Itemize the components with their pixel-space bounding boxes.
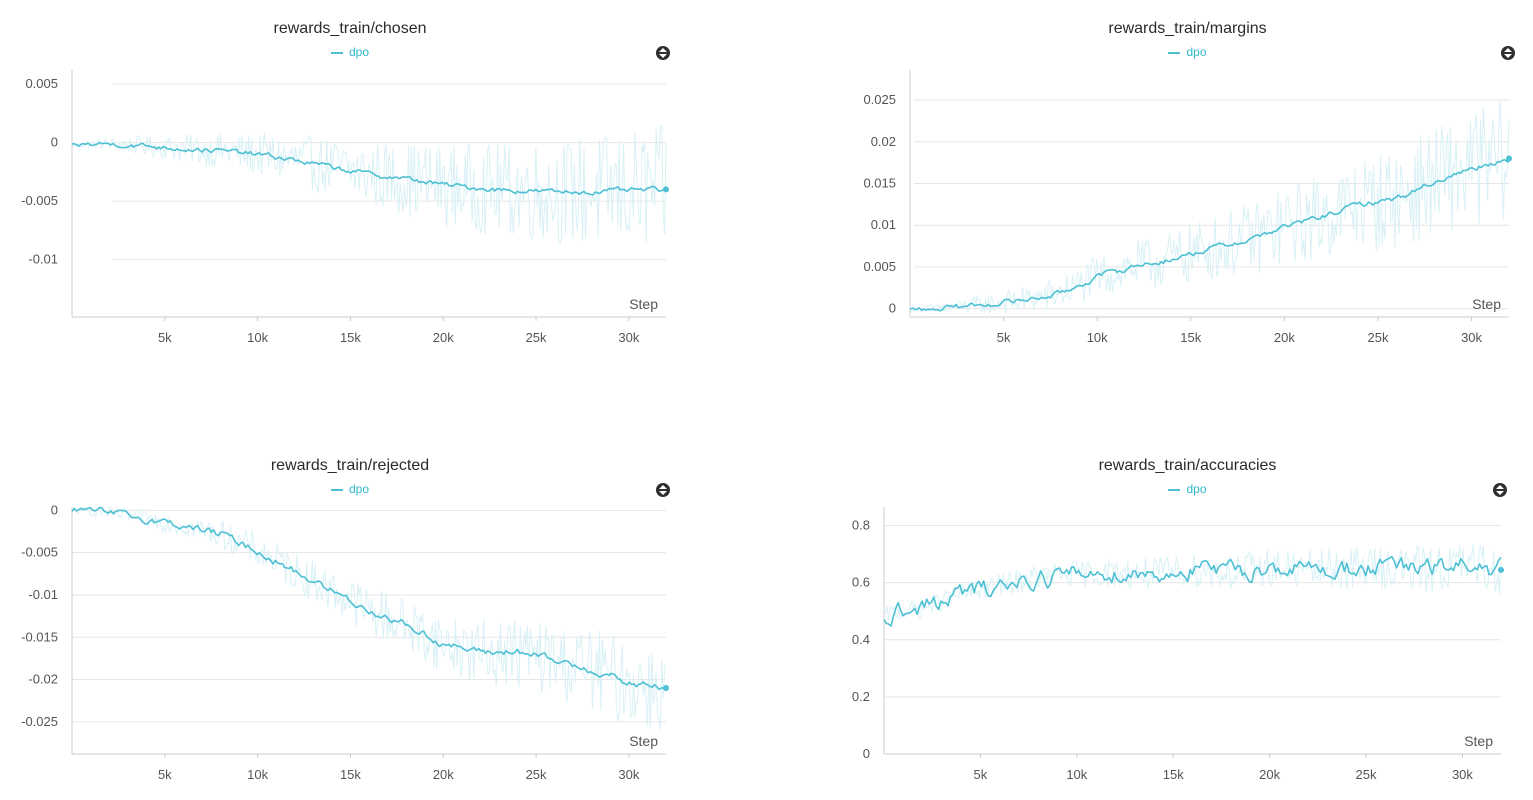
x-tick-label: 30k xyxy=(618,330,639,345)
y-tick-label: 0.01 xyxy=(871,217,896,232)
chart-plot[interactable]: 0.005 0 -0.005 -0.01 5k 10k 15k 20k 25k 30k Step xyxy=(0,0,700,360)
series-raw-line xyxy=(71,125,667,246)
y-tick-label: -0.02 xyxy=(28,672,58,687)
chart-plot[interactable]: 0.8 0.6 0.4 0.2 0 5k 10k 15k 20k 25k 30k Step xyxy=(842,437,1533,800)
chart-title: rewards_train/chosen xyxy=(273,20,427,37)
series-line-dpo[interactable] xyxy=(883,555,1502,627)
chart-legend[interactable]: dpo xyxy=(0,45,700,59)
x-tick-label: 15k xyxy=(1163,767,1184,782)
x-axis-label: Step xyxy=(1464,733,1493,749)
x-tick-label: 10k xyxy=(1087,330,1108,345)
x-tick-label: 5k xyxy=(997,330,1011,345)
series-line-dpo[interactable] xyxy=(909,158,1510,312)
x-tick-label: 15k xyxy=(1180,330,1201,345)
chart-plot[interactable]: 0.025 0.02 0.015 0.01 0.005 0 5k 10k 15k 20k 25k 30… xyxy=(842,0,1533,360)
x-tick-label: 20k xyxy=(1274,330,1295,345)
y-tick-label: 0.015 xyxy=(863,175,896,190)
y-tick-label: 0 xyxy=(51,502,58,517)
y-tick-label: -0.025 xyxy=(21,714,58,729)
chart-plot[interactable]: 0 -0.005 -0.01 -0.015 -0.02 -0.025 5k 10k 15k 20k… xyxy=(0,437,700,800)
y-tick-label: 0.4 xyxy=(852,632,870,647)
x-tick-label: 25k xyxy=(1356,767,1377,782)
x-tick-label: 25k xyxy=(526,767,547,782)
chart-legend[interactable]: dpo xyxy=(842,482,1533,496)
y-tick-label: -0.01 xyxy=(28,587,58,602)
y-tick-label: 0.2 xyxy=(852,689,870,704)
x-tick-label: 10k xyxy=(1066,767,1087,782)
y-tick-label: 0.025 xyxy=(863,92,896,107)
series-end-point[interactable] xyxy=(1498,566,1504,573)
x-tick-label: 20k xyxy=(433,767,454,782)
y-tick-label: -0.005 xyxy=(21,193,58,208)
legend-swatch xyxy=(330,488,343,491)
sort-menu-icon[interactable] xyxy=(1493,483,1507,497)
legend-label: dpo xyxy=(1186,45,1207,59)
y-tick-label: 0.8 xyxy=(852,518,870,533)
x-axis-label: Step xyxy=(629,296,658,312)
y-tick-label: 0.02 xyxy=(871,134,896,149)
x-tick-label: 30k xyxy=(1452,767,1473,782)
legend-swatch xyxy=(1168,488,1181,491)
series-line-dpo[interactable] xyxy=(71,506,667,691)
x-tick-label: 25k xyxy=(526,330,547,345)
chart-title: rewards_train/margins xyxy=(1108,20,1267,37)
x-tick-label: 30k xyxy=(618,767,639,782)
sort-menu-icon[interactable] xyxy=(656,46,670,60)
sort-menu-icon[interactable] xyxy=(656,483,670,497)
chart-title: rewards_train/accuracies xyxy=(1098,457,1277,474)
series-end-point[interactable] xyxy=(663,186,669,193)
y-tick-label: 0 xyxy=(863,746,870,761)
x-tick-label: 5k xyxy=(158,330,172,345)
sort-menu-icon[interactable] xyxy=(1501,46,1515,60)
legend-label: dpo xyxy=(1186,482,1207,496)
series-end-point[interactable] xyxy=(1506,155,1512,162)
x-tick-label: 5k xyxy=(158,767,172,782)
chart-legend[interactable]: dpo xyxy=(0,482,700,496)
y-tick-label: 0.005 xyxy=(863,259,896,274)
x-tick-label: 5k xyxy=(974,767,988,782)
series-raw-line xyxy=(909,99,1510,315)
x-tick-label: 15k xyxy=(340,330,361,345)
chart-panel-chosen: rewards_train/chosen dpo 0.005 0 -0.005 -0.… xyxy=(0,0,700,360)
x-tick-label: 20k xyxy=(433,330,454,345)
y-tick-label: 0 xyxy=(889,301,896,316)
chart-panel-rejected: rewards_train/rejected dpo 0 -0.005 -0.01 -… xyxy=(0,437,700,800)
chart-panel-accuracies: rewards_train/accuracies dpo 0.8 0.6 0.4 0.… xyxy=(842,437,1533,800)
x-tick-label: 15k xyxy=(340,767,361,782)
x-axis-label: Step xyxy=(1472,296,1501,312)
series-end-point[interactable] xyxy=(663,685,669,692)
y-tick-label: 0 xyxy=(51,135,58,150)
chart-panel-margins: rewards_train/margins dpo 0.025 0.02 0.015… xyxy=(842,0,1533,360)
legend-label: dpo xyxy=(348,45,370,59)
x-axis-label: Step xyxy=(629,733,658,749)
x-tick-label: 20k xyxy=(1259,767,1280,782)
y-tick-label: 0.6 xyxy=(852,575,870,590)
chart-title: rewards_train/rejected xyxy=(270,457,430,474)
legend-swatch xyxy=(1168,51,1181,54)
y-tick-label: -0.01 xyxy=(28,252,58,267)
x-tick-label: 30k xyxy=(1461,330,1482,345)
legend-swatch xyxy=(330,51,343,54)
x-tick-label: 10k xyxy=(247,330,268,345)
legend-label: dpo xyxy=(348,482,370,496)
y-tick-label: -0.015 xyxy=(21,629,58,644)
y-tick-label: -0.005 xyxy=(21,545,58,560)
x-tick-label: 25k xyxy=(1367,330,1388,345)
chart-legend[interactable]: dpo xyxy=(842,45,1533,59)
y-tick-label: 0.005 xyxy=(25,76,58,91)
series-line-dpo[interactable] xyxy=(71,141,667,196)
x-tick-label: 10k xyxy=(247,767,268,782)
series-raw-line xyxy=(72,505,667,730)
